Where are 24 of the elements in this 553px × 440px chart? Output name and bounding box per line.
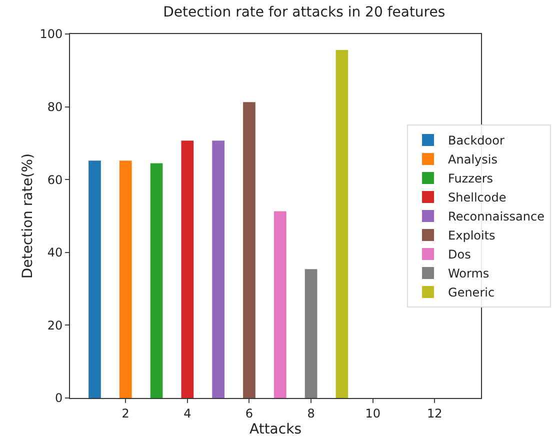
y-tick-label: 60 <box>47 172 63 187</box>
legend-label: Generic <box>448 286 495 300</box>
legend-label: Backdoor <box>448 134 504 148</box>
legend-label: Worms <box>448 266 490 281</box>
x-tick-label: 8 <box>307 406 315 420</box>
x-tick-label: 4 <box>184 406 192 420</box>
y-tick-label: 0 <box>54 391 63 406</box>
x-tick-label: 10 <box>365 406 380 420</box>
legend-label: Shellcode <box>448 190 506 205</box>
x-tick-label: 12 <box>427 406 442 420</box>
x-tick-label: 2 <box>122 406 130 420</box>
x-axis-title: Attacks <box>250 422 302 438</box>
y-tick-label: 20 <box>47 318 63 332</box>
y-tick-label: 40 <box>47 246 63 260</box>
y-axis-title: Detection rate(%) <box>20 153 36 279</box>
legend-label: Fuzzers <box>448 172 494 186</box>
legend-label: Analysis <box>448 152 498 167</box>
y-tick-label: 100 <box>40 27 63 42</box>
legend-label: Exploits <box>448 228 496 243</box>
chart-title: Detection rate for attacks in 20 features <box>163 4 446 20</box>
y-tick-label: 80 <box>47 100 63 114</box>
x-tick-label: 6 <box>245 406 254 420</box>
legend-label: Reconnaissance <box>448 210 544 224</box>
legend-label: Dos <box>448 248 471 262</box>
